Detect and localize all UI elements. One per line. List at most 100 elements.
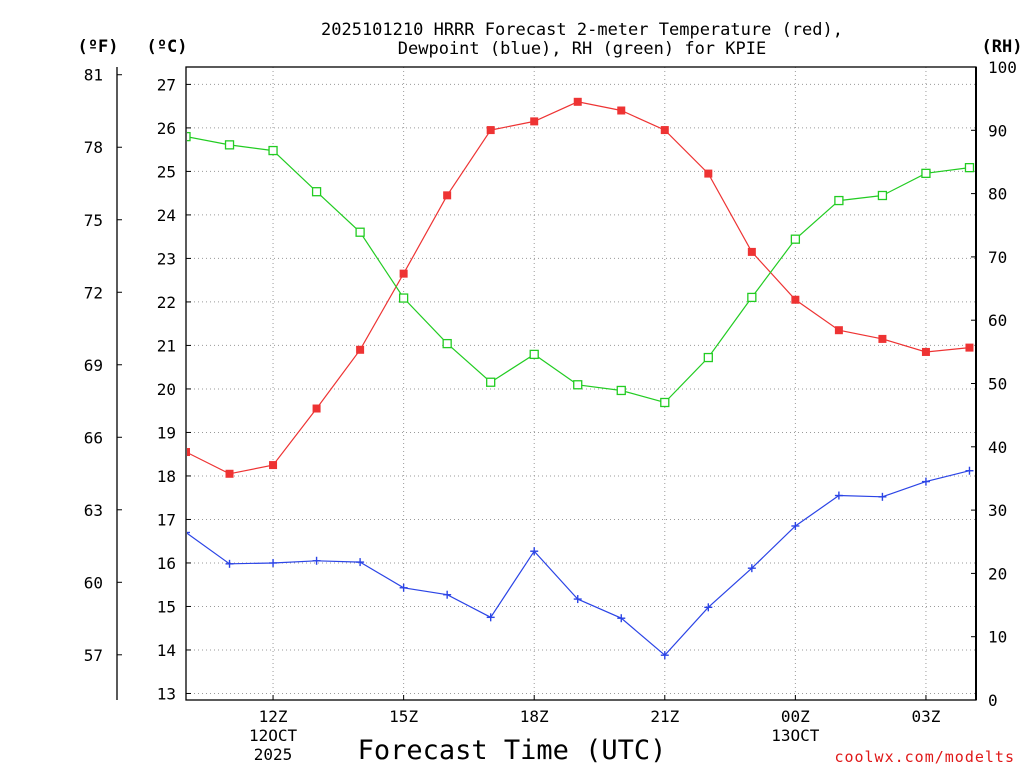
rh-tick-label: 100 — [988, 58, 1017, 77]
rh-tick-label: 20 — [988, 564, 1007, 583]
x-tick-label: 00Z — [781, 707, 810, 726]
dewpoint-point — [530, 547, 539, 556]
fahrenheit-tick-label: 60 — [84, 573, 103, 592]
fahrenheit-tick-label: 66 — [84, 428, 103, 447]
celsius-tick-label: 26 — [157, 119, 176, 138]
rh-tick-label: 30 — [988, 501, 1007, 520]
series-temperature — [187, 97, 974, 478]
x-tick-label: 18Z — [520, 707, 549, 726]
rh-point — [747, 292, 757, 303]
temperature-point — [486, 126, 495, 135]
celsius-tick-label: 27 — [157, 75, 176, 94]
celsius-tick-label: 21 — [157, 336, 176, 355]
temperature-point — [225, 469, 234, 478]
rh-point — [398, 293, 409, 303]
x-tick-label: 03Z — [911, 707, 940, 726]
celsius-tick-label: 19 — [157, 423, 176, 442]
dewpoint-point — [356, 558, 365, 567]
temperature-point — [704, 169, 713, 178]
rh-tick-label: 60 — [988, 311, 1007, 330]
x-tick-year-label: 2025 — [254, 745, 293, 764]
temperature-point — [878, 334, 887, 343]
dewpoint-point — [704, 603, 713, 612]
temperature-point — [965, 343, 974, 352]
rh-point — [573, 380, 583, 390]
temperature-point — [791, 295, 800, 304]
dewpoint-point — [486, 613, 495, 622]
celsius-tick-label: 14 — [157, 641, 176, 660]
x-tick-label: 15Z — [389, 707, 418, 726]
rh-point — [268, 145, 278, 156]
temperature-point — [660, 126, 669, 135]
rh-line — [187, 136, 970, 404]
temperature-point — [187, 448, 190, 457]
temperature-line — [187, 101, 970, 475]
rh-point — [486, 377, 496, 387]
dewpoint-point — [834, 491, 843, 500]
celsius-tick-label: 17 — [157, 510, 176, 529]
fahrenheit-tick-label: 78 — [84, 138, 103, 157]
chart-title-line2: Dewpoint (blue), RH (green) for KPIE — [398, 39, 766, 59]
x-axis-title: Forecast Time (UTC) — [358, 735, 667, 766]
chart-title-line1: 2025101210 HRRR Forecast 2-meter Tempera… — [321, 20, 843, 40]
rh-point — [703, 352, 713, 363]
fahrenheit-unit-label: (ºF) — [78, 37, 119, 57]
celsius-tick-label: 24 — [157, 206, 176, 225]
celsius-tick-label: 13 — [157, 684, 176, 703]
rh-tick-label: 10 — [988, 628, 1007, 647]
dewpoint-point — [921, 477, 930, 486]
fahrenheit-tick-label: 69 — [84, 356, 103, 375]
rh-point — [311, 187, 322, 197]
rh-point — [224, 140, 235, 150]
dewpoint-point — [443, 590, 452, 599]
rh-point — [877, 190, 888, 201]
temperature-point — [530, 117, 539, 126]
fahrenheit-tick-label: 72 — [84, 283, 103, 302]
temperature-point — [921, 347, 930, 356]
fahrenheit-tick-label: 63 — [84, 501, 103, 520]
temperature-point — [399, 269, 408, 278]
series — [187, 97, 975, 660]
rh-tick-label: 40 — [988, 438, 1007, 457]
temperature-point — [312, 404, 321, 413]
temperature-point — [356, 345, 365, 354]
celsius-tick-label: 20 — [157, 380, 176, 399]
celsius-tick-label: 25 — [157, 162, 176, 181]
rh-point — [790, 234, 801, 244]
x-tick-date-label: 12OCT — [249, 726, 298, 745]
rh-point — [616, 385, 626, 396]
dewpoint-point — [747, 564, 756, 573]
rh-unit-label: (RH) — [982, 37, 1023, 57]
temperature-point — [443, 191, 452, 200]
credit-link[interactable]: coolwx.com/modelts — [834, 748, 1015, 766]
dewpoint-point — [617, 614, 626, 623]
rh-point — [442, 338, 452, 349]
gridlines — [186, 67, 976, 700]
x-tick-label: 12Z — [259, 707, 288, 726]
rh-tick-label: 80 — [988, 185, 1007, 204]
fahrenheit-tick-label: 57 — [84, 646, 103, 665]
celsius-tick-label: 22 — [157, 293, 176, 312]
dewpoint-point — [312, 556, 321, 565]
dewpoint-point — [269, 558, 278, 567]
axes: 13 14 15 16 17 18 19 20 21 22 23 24 25 26 27 57 60 63 66 69… — [84, 58, 1017, 764]
rh-tick-label: 70 — [988, 248, 1007, 267]
rh-point — [921, 168, 931, 178]
series-rh — [187, 131, 975, 408]
rh-point — [660, 397, 670, 408]
rh-tick-label: 0 — [988, 691, 998, 710]
rh-point — [834, 195, 844, 206]
series-dewpoint — [187, 466, 974, 660]
celsius-tick-label: 15 — [157, 597, 176, 616]
rh-point — [964, 162, 975, 173]
fahrenheit-tick-label: 75 — [84, 211, 103, 230]
celsius-tick-label: 16 — [157, 554, 176, 573]
x-tick-date-label: 13OCT — [771, 726, 820, 745]
celsius-tick-label: 23 — [157, 249, 176, 268]
x-tick-label: 21Z — [650, 707, 679, 726]
dewpoint-point — [791, 521, 800, 530]
dewpoint-point — [399, 583, 408, 592]
temperature-point — [269, 461, 278, 470]
temperature-point — [573, 97, 582, 106]
